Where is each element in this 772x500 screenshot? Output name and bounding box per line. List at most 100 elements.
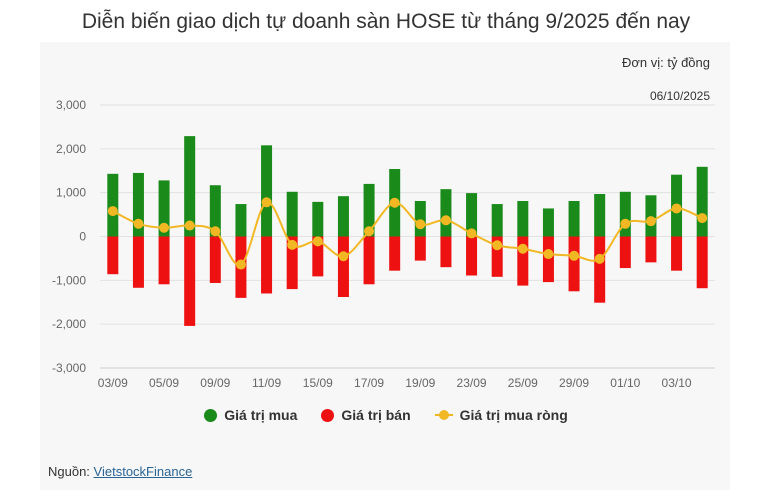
x-tick-label: 15/09 bbox=[303, 376, 333, 390]
buy-bar bbox=[645, 195, 657, 237]
source-link[interactable]: VietstockFinance bbox=[93, 464, 193, 479]
source-prefix: Nguồn: bbox=[48, 464, 94, 479]
legend-sell-marker bbox=[321, 408, 335, 422]
net-point bbox=[261, 197, 272, 208]
net-point bbox=[107, 206, 118, 217]
net-point bbox=[671, 203, 682, 214]
unit-label: Đơn vị: tỷ đồng bbox=[621, 55, 710, 70]
net-point bbox=[517, 243, 528, 254]
sell-bar bbox=[594, 236, 606, 303]
buy-bar bbox=[491, 204, 503, 237]
net-point bbox=[364, 226, 375, 237]
buy-bar bbox=[286, 191, 298, 237]
sell-bar bbox=[619, 236, 631, 269]
legend-buy-marker bbox=[204, 408, 218, 422]
sell-bar bbox=[132, 236, 144, 288]
legend-item-buy[interactable]: Giá trị mua bbox=[204, 407, 297, 423]
net-point bbox=[697, 213, 708, 224]
sell-bar bbox=[645, 236, 657, 263]
x-tick-label: 17/09 bbox=[354, 376, 384, 390]
x-axis-ticks: 03/09 05/09 09/09 11/09 15/09 17/09 19/09 23/09… bbox=[98, 376, 692, 390]
x-tick-label: 09/09 bbox=[200, 376, 230, 390]
buy-bar bbox=[312, 201, 324, 237]
x-tick-label: 03/09 bbox=[98, 376, 128, 390]
x-tick-label: 11/09 bbox=[252, 376, 281, 390]
sell-bar bbox=[517, 236, 529, 286]
buy-bar bbox=[337, 196, 349, 237]
net-point bbox=[466, 228, 477, 239]
net-point bbox=[569, 250, 580, 261]
y-tick-label: 3,000 bbox=[56, 98, 86, 112]
buy-bar bbox=[440, 189, 452, 237]
net-point bbox=[389, 197, 400, 208]
buy-bar bbox=[619, 191, 631, 237]
chart-title: Diễn biến giao dịch tự doanh sàn HOSE từ… bbox=[81, 10, 691, 33]
sell-bar bbox=[363, 236, 375, 285]
legend-item-net[interactable]: Giá trị mua ròng bbox=[434, 407, 568, 423]
net-point bbox=[338, 251, 349, 262]
x-tick-label: 01/10 bbox=[610, 376, 640, 390]
net-point bbox=[492, 240, 503, 251]
x-tick-label: 05/09 bbox=[149, 376, 179, 390]
x-tick-label: 29/09 bbox=[559, 376, 589, 390]
buy-bar bbox=[542, 208, 554, 237]
sell-bar bbox=[107, 236, 119, 275]
legend: Giá trị mua Giá trị bán Giá trị mua ròng bbox=[0, 407, 772, 423]
net-point bbox=[159, 222, 170, 233]
sell-bar bbox=[389, 236, 401, 271]
sell-bar bbox=[158, 236, 170, 285]
net-point bbox=[312, 236, 323, 247]
net-line bbox=[107, 197, 708, 270]
net-point bbox=[287, 239, 298, 250]
sell-bar bbox=[466, 236, 478, 276]
net-point bbox=[645, 216, 656, 227]
buy-bar bbox=[568, 200, 580, 237]
bars bbox=[107, 136, 708, 326]
legend-net-marker bbox=[434, 409, 453, 422]
legend-sell-label: Giá trị bán bbox=[341, 407, 411, 423]
y-tick-label: -3,000 bbox=[52, 361, 86, 375]
legend-item-sell[interactable]: Giá trị bán bbox=[321, 407, 411, 423]
source-note: Nguồn: VietstockFinance bbox=[48, 464, 192, 479]
y-tick-label: -2,000 bbox=[52, 317, 86, 331]
sell-bar bbox=[671, 236, 683, 271]
buy-bar bbox=[517, 200, 529, 237]
y-tick-label: 0 bbox=[79, 230, 86, 244]
buy-bar bbox=[261, 145, 273, 237]
net-point bbox=[235, 259, 246, 270]
sell-bar bbox=[261, 236, 273, 294]
x-tick-label: 19/09 bbox=[405, 376, 435, 390]
sell-bar bbox=[337, 236, 349, 297]
buy-bar bbox=[158, 180, 170, 237]
x-tick-label: 03/10 bbox=[662, 376, 692, 390]
buy-bar bbox=[107, 173, 119, 237]
sell-bar bbox=[312, 236, 324, 277]
sell-bar bbox=[184, 236, 196, 326]
buy-bar bbox=[594, 193, 606, 237]
buy-bar bbox=[414, 200, 426, 237]
net-point bbox=[415, 219, 426, 230]
net-point bbox=[620, 218, 631, 229]
buy-bar bbox=[209, 185, 221, 237]
chart-panel bbox=[40, 42, 730, 490]
sell-bar bbox=[542, 236, 554, 283]
y-tick-label: 1,000 bbox=[56, 186, 86, 200]
net-point bbox=[543, 249, 554, 260]
x-tick-label: 25/09 bbox=[508, 376, 538, 390]
legend-buy-label: Giá trị mua bbox=[224, 407, 298, 423]
legend-net-label: Giá trị mua ròng bbox=[459, 407, 568, 423]
net-point bbox=[210, 226, 221, 237]
buy-bar bbox=[696, 166, 708, 237]
net-point bbox=[594, 253, 605, 264]
buy-bar bbox=[363, 183, 375, 237]
net-point bbox=[133, 218, 144, 229]
sell-bar bbox=[414, 236, 426, 261]
buy-bar bbox=[235, 204, 247, 237]
net-point bbox=[184, 220, 195, 231]
y-axis-ticks: 3,000 2,000 1,000 0 -1,000 -2,000 -3,000 bbox=[52, 98, 86, 375]
y-tick-label: 2,000 bbox=[56, 142, 86, 156]
net-point bbox=[440, 215, 451, 226]
sell-bar bbox=[491, 236, 503, 277]
sell-bar bbox=[568, 236, 580, 292]
